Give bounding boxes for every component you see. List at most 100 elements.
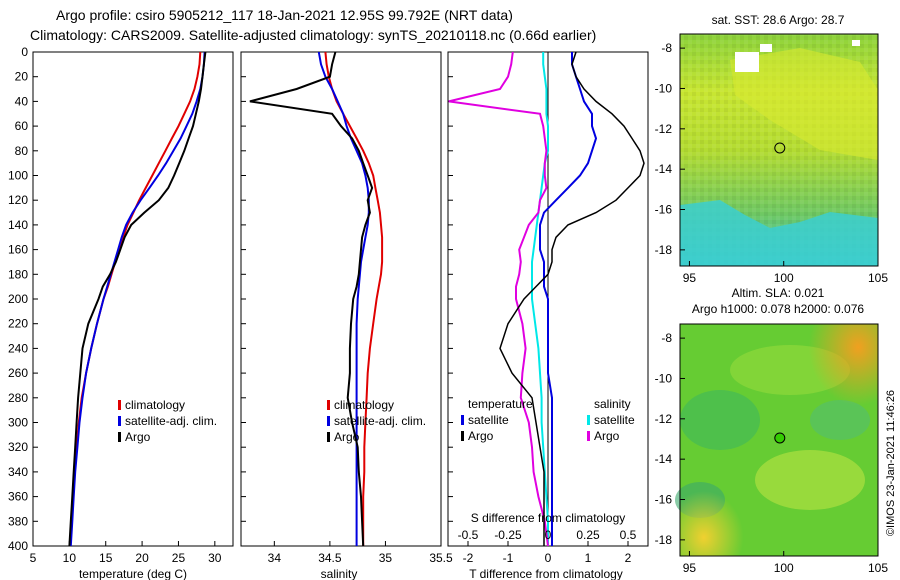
temperature-legend: climatology satellite-adj. clim. Argo [118, 398, 217, 444]
legend-argo-swatch [327, 432, 330, 442]
salinity-argo-line [249, 51, 374, 547]
legend-argo-label: Argo [334, 430, 360, 444]
title-line2: Climatology: CARS2009. Satellite-adjuste… [30, 27, 596, 43]
difference-xticks: -2 -1 0 1 2 [463, 541, 632, 565]
temperature-climatology-line [69, 51, 202, 547]
depth-tick-label: 360 [8, 490, 28, 504]
difference-tick-label: -1 [503, 551, 514, 565]
difference-top-tick-label: 0 [545, 528, 552, 542]
legend-satellite-swatch [327, 416, 330, 426]
map-ytick-label: -16 [655, 203, 673, 217]
depth-tick-label: 20 [15, 70, 29, 84]
map-ytick-label: -10 [655, 81, 673, 95]
title-line1: Argo profile: csiro 5905212_117 18-Jan-2… [56, 7, 513, 23]
legend-temp-header: temperature [468, 397, 533, 411]
sst-argo-marker [774, 142, 786, 154]
difference-top-axis: -0.5 -0.25 0 0.25 0.5 [458, 528, 637, 542]
map-xtick-label: 100 [774, 271, 794, 285]
sst-cool-patch [680, 200, 878, 266]
legend-temp-argo-label: Argo [468, 429, 494, 443]
depth-tick-label: 220 [8, 317, 28, 331]
sst-map-ticks: 95 100 105 -8 -10 -12 -14 -16 -18 [655, 41, 889, 285]
legend-satellite-label: satellite-adj. clim. [334, 414, 426, 428]
depth-tick-label: 40 [15, 94, 29, 108]
depth-tick-label: 180 [8, 267, 28, 281]
map-ytick-label: -18 [655, 533, 673, 547]
depth-tick-label: 120 [8, 193, 28, 207]
sst-warm-patch [730, 48, 878, 160]
map-ytick-label: -12 [655, 412, 673, 426]
salinity-diff-argo-line [448, 51, 549, 547]
map-ytick-label: -16 [655, 493, 673, 507]
sst-map-title: sat. SST: 28.6 Argo: 28.7 [712, 13, 845, 27]
depth-tick-label: 160 [8, 243, 28, 257]
sst-cloud-gap [735, 52, 759, 72]
map-xtick-label: 95 [683, 561, 697, 575]
temperature-tick-label: 25 [172, 551, 186, 565]
depth-tick-label: 80 [15, 144, 29, 158]
sla-argo-marker [774, 432, 786, 444]
difference-tick-label: 1 [585, 551, 592, 565]
map-xtick-label: 105 [868, 561, 888, 575]
temperature-tick-label: 10 [63, 551, 77, 565]
salinity-frame [240, 51, 442, 547]
temperature-argo-line [68, 51, 207, 547]
legend-sal-header: salinity [594, 397, 631, 411]
temperature-tick-label: 30 [208, 551, 222, 565]
depth-tick-label: 280 [8, 391, 28, 405]
salinity-diff-satellite-line [531, 52, 549, 546]
salinity-tick-label: 34 [268, 551, 282, 565]
temperature-lines [68, 51, 207, 547]
temperature-tick-label: 20 [135, 551, 149, 565]
difference-xlabel: T difference from climatology [469, 567, 623, 580]
sla-map-frame [679, 323, 879, 557]
legend-sal-argo-label: Argo [594, 429, 620, 443]
difference-top-tick-label: -0.5 [458, 528, 479, 542]
depth-tick-label: 260 [8, 366, 28, 380]
salinity-tick-label: 35.5 [429, 551, 453, 565]
sla-map-title2: Argo h1000: 0.078 h2000: 0.076 [692, 302, 864, 316]
legend-climatology-swatch [327, 400, 330, 410]
temperature-frame [32, 51, 234, 547]
sst-cloud-gap [852, 40, 860, 46]
legend-temp-satellite-swatch [461, 415, 464, 425]
salinity-legend: climatology satellite-adj. clim. Argo [327, 398, 426, 444]
legend-satellite-label: satellite-adj. clim. [125, 414, 217, 428]
credit-text: ©IMOS 23-Jan-2021 11:46:26 [885, 390, 897, 536]
salinity-tick-label: 35 [379, 551, 393, 565]
difference-tick-label: -2 [463, 551, 474, 565]
sla-map-ticks: 95 100 105 -8 -10 -12 -14 -16 -18 [655, 331, 889, 575]
map-ytick-label: -8 [661, 41, 672, 55]
map-ytick-label: -12 [655, 122, 673, 136]
difference-top-axis-label: S difference from climatology [471, 511, 626, 525]
depth-tick-label: 380 [8, 514, 28, 528]
legend-temp-satellite-label: satellite [468, 413, 509, 427]
temperature-diff-argo-line [499, 51, 645, 546]
sst-cloud-gap [760, 44, 772, 52]
map-xtick-label: 105 [868, 271, 888, 285]
salinity-panel: 34 34.5 35 35.5 salinity climatology satell… [240, 51, 453, 580]
difference-top-tick-label: -0.25 [494, 528, 522, 542]
sla-map-title1: Altim. SLA: 0.021 [732, 286, 825, 300]
map-ytick-label: -14 [655, 452, 673, 466]
depth-tick-label: 400 [8, 539, 28, 553]
temperature-satellite-line [69, 51, 206, 547]
depth-tick-label: 200 [8, 292, 28, 306]
depth-tick-label: 320 [8, 440, 28, 454]
map-ytick-label: -10 [655, 371, 673, 385]
salinity-satellite-line [317, 51, 370, 546]
salinity-xlabel: salinity [321, 567, 358, 580]
legend-climatology-label: climatology [334, 398, 394, 412]
difference-tick-label: 2 [625, 551, 632, 565]
legend-sal-satellite-label: satellite [594, 413, 635, 427]
salinity-lines [249, 51, 384, 547]
temperature-diff-satellite-line [539, 52, 598, 546]
depth-tick-label: 140 [8, 218, 28, 232]
temperature-panel: 0 20 40 60 80 100 120 140 160 180 200 220 240 260 280 3… [8, 45, 453, 580]
map-xtick-label: 95 [683, 271, 697, 285]
sst-map: sat. SST: 28.6 Argo: 28.7 95 100 105 -8 -10 -… [655, 13, 889, 285]
depth-tick-label: 340 [8, 465, 28, 479]
map-ytick-label: -14 [655, 162, 673, 176]
depth-tick-label: 240 [8, 341, 28, 355]
